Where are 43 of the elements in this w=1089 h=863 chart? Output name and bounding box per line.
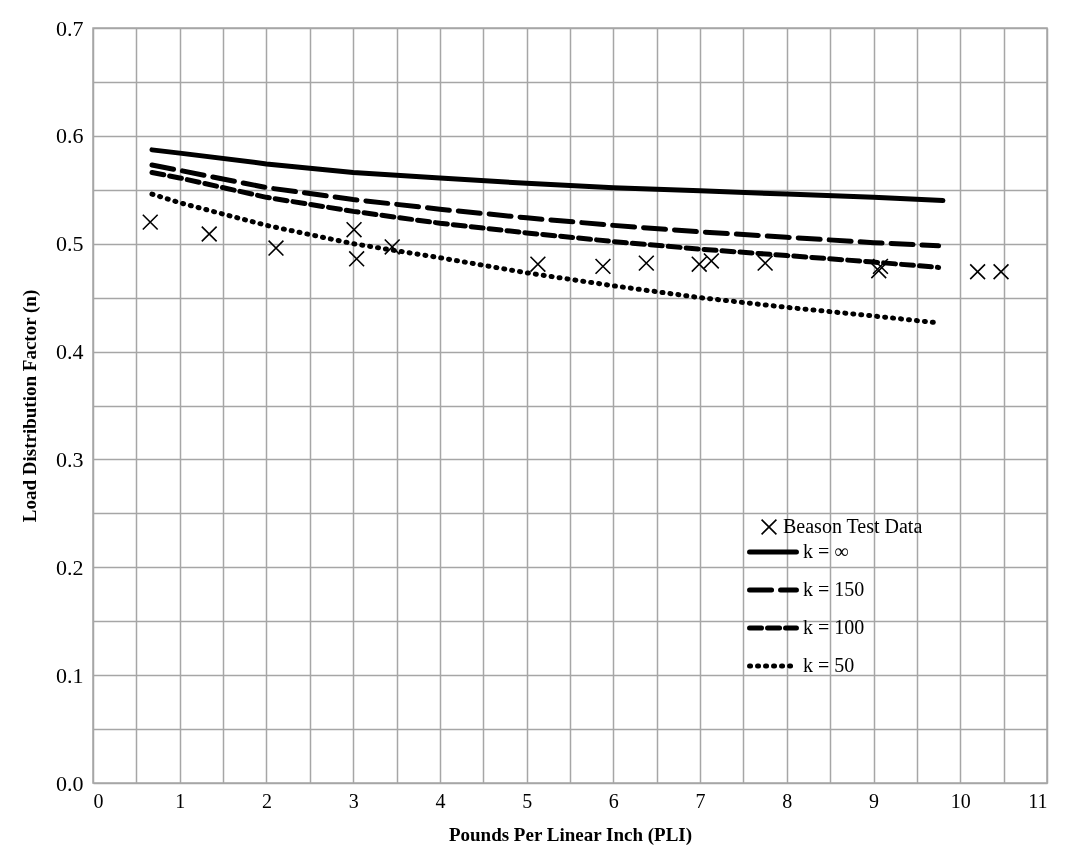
- x-tick-label: 2: [261, 789, 272, 812]
- y-tick-label: 0.4: [56, 339, 84, 365]
- point: [594, 258, 612, 275]
- legend-label: k = 50: [803, 654, 855, 676]
- x-tick-label: 5: [522, 789, 533, 812]
- point: [992, 263, 1010, 280]
- x-tick-label: 4: [435, 789, 446, 812]
- y-tick-label: 0.1: [56, 662, 84, 688]
- y-tick-label: 0.0: [56, 770, 84, 796]
- y-tick-label: 0.3: [56, 446, 84, 472]
- legend-label: Beason Test Data: [783, 515, 923, 537]
- y-tick-label: 0.7: [56, 15, 84, 41]
- legend-label: k = ∞: [803, 540, 849, 562]
- legend-label: k = 150: [803, 578, 865, 600]
- point: [345, 221, 363, 238]
- y-axis-title: Load Distribution Factor (n): [19, 289, 41, 523]
- y-tick-label: 0.6: [56, 123, 84, 149]
- x-axis-title: Pounds Per Linear Inch (PLI): [448, 823, 693, 846]
- x-tick-label: 8: [782, 789, 793, 812]
- point: [529, 255, 547, 273]
- x-tick-label: 9: [869, 789, 880, 812]
- legend-label: k = 100: [803, 616, 865, 638]
- point: [383, 238, 401, 256]
- point: [267, 239, 285, 257]
- y-tick-label: 0.5: [56, 231, 84, 257]
- point: [638, 254, 655, 272]
- x-tick-label: 6: [608, 789, 619, 812]
- x-tick-label: 10: [950, 789, 971, 812]
- point: [756, 254, 774, 272]
- point: [872, 258, 889, 275]
- point: [691, 255, 708, 273]
- point: [703, 252, 720, 270]
- point: [969, 263, 986, 280]
- x-tick-label: 11: [1028, 789, 1048, 812]
- x-tick-label: 3: [348, 789, 359, 812]
- point: [201, 225, 218, 243]
- x-tick-label: 7: [695, 789, 706, 812]
- point: [870, 262, 887, 279]
- point: [142, 213, 159, 231]
- y-tick-label: 0.2: [56, 554, 84, 580]
- point: [348, 250, 365, 268]
- x-tick-label: 0: [93, 789, 104, 812]
- x-tick-label: 1: [175, 789, 186, 812]
